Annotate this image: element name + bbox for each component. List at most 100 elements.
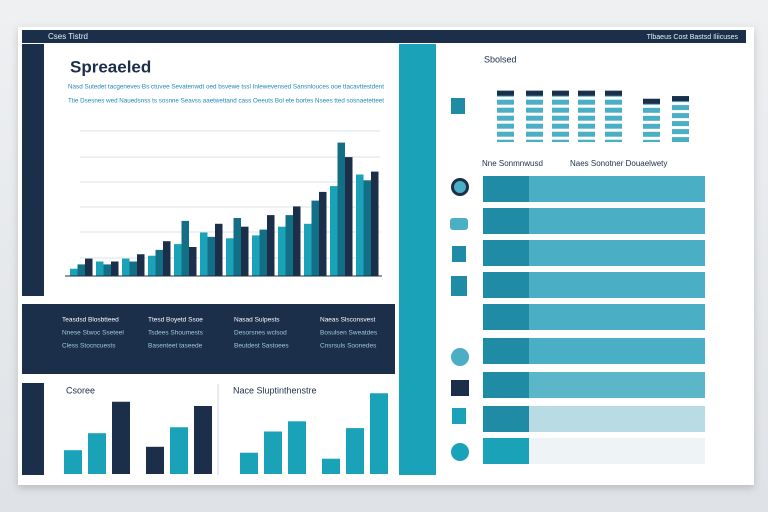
- bar: [371, 171, 379, 276]
- stats-band: [22, 304, 395, 374]
- stripe: [526, 104, 543, 108]
- bar: [207, 236, 215, 276]
- bar-cap: [605, 90, 622, 96]
- bar: [111, 261, 119, 276]
- stat-text: Cnsrsuls Soonedes: [320, 343, 377, 350]
- bar: [288, 421, 306, 474]
- stripe: [497, 96, 514, 100]
- bar: [129, 261, 137, 276]
- stripe: [643, 128, 660, 132]
- section-title: Csoree: [66, 385, 95, 395]
- stripe: [497, 136, 514, 140]
- stripe: [578, 120, 595, 124]
- stripe: [526, 128, 543, 132]
- bar: [96, 261, 104, 276]
- stripe: [497, 104, 514, 108]
- table-header: Naes Sonotner Douaelwety: [570, 159, 667, 168]
- bar: [103, 264, 111, 276]
- bar: [88, 433, 106, 474]
- bar: [241, 226, 249, 276]
- teal-strip: [399, 44, 436, 475]
- side-strip: [22, 44, 44, 296]
- icons: [450, 98, 469, 461]
- bar: [330, 186, 338, 276]
- stripe: [552, 120, 569, 124]
- bar: [174, 244, 182, 276]
- bar: [226, 238, 234, 276]
- section-title: Sbolsed: [484, 54, 517, 64]
- bar-cap: [672, 96, 689, 102]
- bar: [70, 268, 78, 276]
- stripe: [672, 110, 689, 114]
- bar: [148, 255, 156, 276]
- stripe: [578, 96, 595, 100]
- bar: [267, 215, 275, 276]
- side-strip: [22, 383, 44, 475]
- bar: [112, 401, 130, 474]
- bar: [233, 218, 241, 276]
- bar: [264, 431, 282, 474]
- stripe: [605, 128, 622, 132]
- bar: [155, 249, 163, 276]
- stripe: [605, 104, 622, 108]
- stripe: [578, 128, 595, 132]
- stripe: [552, 136, 569, 140]
- stat-text: Tsdees Shoumests: [148, 330, 204, 337]
- bar: [137, 254, 145, 276]
- stripe: [552, 104, 569, 108]
- bar: [85, 258, 93, 276]
- bar: [77, 264, 85, 276]
- bar: [163, 241, 171, 276]
- stripe: [497, 112, 514, 116]
- stripe: [605, 96, 622, 100]
- stripe: [578, 104, 595, 108]
- bar: [345, 157, 353, 276]
- bar: [322, 458, 340, 474]
- bar: [363, 180, 371, 276]
- stat-text: Bosulsen Sweatdes: [320, 330, 378, 337]
- stripe: [672, 102, 689, 106]
- top-right-text: Tlbaeus Cost Bastsd Iliicuses: [647, 34, 739, 41]
- stat-text: Nasad Sulpests: [234, 317, 280, 324]
- bar: [146, 446, 164, 474]
- stripe: [552, 128, 569, 132]
- stat-text: Naeas Slsconsvest: [320, 317, 375, 324]
- bar: [311, 200, 319, 276]
- bar: [181, 220, 189, 276]
- stripe: [578, 112, 595, 116]
- stat-text: Basenteet taseede: [148, 343, 203, 350]
- stripe: [605, 136, 622, 140]
- stripe: [643, 120, 660, 124]
- bar: [215, 223, 223, 276]
- stat-text: Desorsnes wclsod: [234, 330, 287, 337]
- bar: [293, 206, 301, 276]
- bar: [189, 247, 197, 276]
- stripe: [578, 136, 595, 140]
- stripe: [497, 128, 514, 132]
- stripe: [526, 136, 543, 140]
- stripe: [526, 112, 543, 116]
- stripe: [552, 112, 569, 116]
- stripe: [643, 104, 660, 108]
- bar: [200, 232, 208, 276]
- stat-text: Nnese Stwoc Sseteel: [62, 330, 124, 337]
- bar: [64, 450, 82, 474]
- section-title: Nace Sluptinthenstre: [233, 385, 317, 395]
- main-title: Spreaeled: [70, 57, 151, 76]
- stripe: [526, 120, 543, 124]
- bar: [337, 142, 345, 276]
- stat-text: Teasdsd Blosbtteed: [62, 317, 119, 324]
- stripe: [552, 96, 569, 100]
- stripe: [526, 96, 543, 100]
- bar: [346, 428, 364, 474]
- table-header: Nne Sonmnwusd: [482, 159, 543, 168]
- stripe: [672, 118, 689, 122]
- bar: [278, 226, 286, 276]
- stripe: [497, 120, 514, 124]
- subtitle: Nasd Sutedet tacgeneves Bs ctuvee Sevate…: [68, 84, 384, 91]
- bar-cap: [497, 90, 514, 96]
- stripe: [672, 126, 689, 130]
- bar: [259, 229, 267, 276]
